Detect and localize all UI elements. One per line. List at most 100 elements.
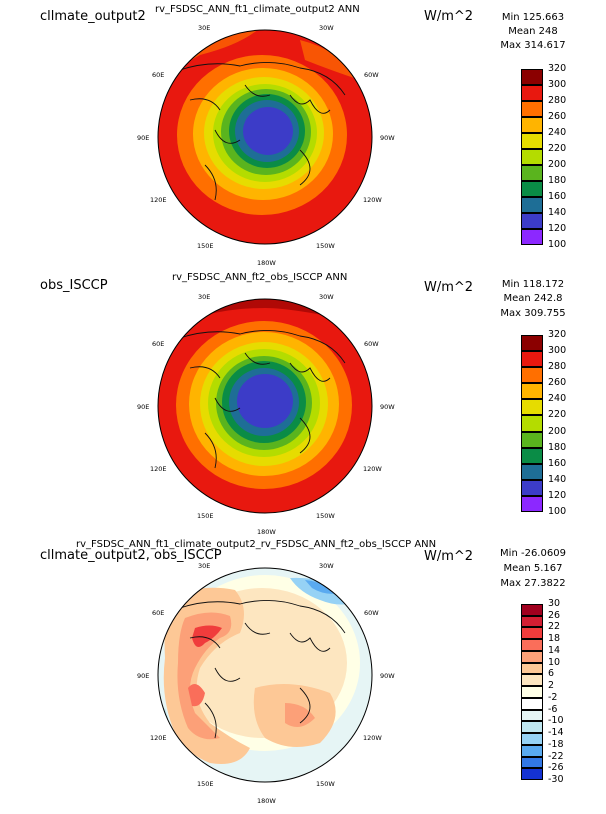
colorbar-segment [521, 367, 543, 384]
lon-label: 120W [363, 196, 382, 204]
lon-label: 30W [319, 562, 334, 570]
colorbar-tick-label: 240 [548, 393, 567, 405]
colorbar-tick-label: -18 [548, 738, 564, 750]
stat-min: Min 118.172 [501, 279, 565, 290]
colorbar-segment [521, 229, 543, 245]
colorbar [521, 335, 543, 512]
colorbar-tick-label: -26 [548, 762, 564, 774]
colorbar-segment [521, 149, 543, 165]
colorbar-tick-label: -10 [548, 715, 564, 727]
colorbar-tick-label: 14 [548, 644, 561, 656]
colorbar-segment [521, 447, 543, 464]
units-label: W/m^2 [424, 9, 474, 24]
stat-mean: Mean 5.167 [503, 563, 563, 574]
colorbar-tick-label: 180 [548, 441, 567, 453]
colorbar-tick-label: 18 [548, 633, 561, 645]
stat-max: Max 314.617 [500, 40, 566, 51]
lon-label: 120E [150, 734, 167, 742]
colorbar-segment [521, 101, 543, 117]
colorbar-tick-label: 120 [548, 223, 567, 234]
colorbar-tick-label: 100 [548, 239, 567, 250]
panel-2: obs_ISCCP rv_FSDSC_ANN_ft2_obs_ISCCP ANN… [0, 268, 606, 536]
colorbar-ticks: 320 300 280 260 240 220 200 180 160 140 120 100 [548, 329, 578, 517]
colorbar-tick-label: 200 [548, 159, 567, 170]
lon-label: 180W [257, 259, 276, 267]
lon-label: 150W [316, 242, 335, 250]
colorbar-segment [521, 604, 543, 616]
colorbar-tick-label: 280 [548, 361, 567, 373]
lon-label: 90W [380, 134, 395, 142]
panel-center-title: rv_FSDSC_ANN_ft2_obs_ISCCP ANN [172, 272, 348, 283]
lon-label: 30W [319, 24, 334, 32]
colorbar-segment [521, 639, 543, 651]
colorbar-tick-label: 180 [548, 175, 567, 186]
lon-label: 120W [363, 734, 382, 742]
lon-label: 90E [137, 134, 150, 142]
panel-center-title: rv_FSDSC_ANN_ft1_climate_output2 ANN [155, 4, 360, 15]
colorbar-segment [521, 650, 543, 663]
colorbar-tick-label: 140 [548, 473, 567, 485]
stat-min: Min -26.0609 [500, 548, 566, 559]
lon-label: 30E [198, 24, 211, 32]
colorbar-segment [521, 117, 543, 133]
lon-label: 60W [364, 340, 379, 348]
stat-mean: Mean 248 [508, 26, 558, 37]
lon-label: 30E [198, 293, 211, 301]
colorbar-segment [521, 495, 543, 512]
colorbar-tick-label: -14 [548, 727, 564, 739]
map-field [158, 30, 372, 244]
colorbar-tick-label: 30 [548, 598, 561, 609]
colorbar-tick-label: 120 [548, 489, 567, 501]
colorbar-segment [521, 627, 543, 640]
colorbar-segment [521, 733, 543, 745]
colorbar-segment [521, 615, 543, 628]
colorbar-segment [521, 721, 543, 734]
lon-label: 60E [152, 71, 165, 79]
colorbar-tick-label: 160 [548, 457, 567, 469]
colorbar-segment [521, 756, 543, 769]
colorbar-tick-label: 300 [548, 79, 567, 90]
colorbar-segment [521, 133, 543, 149]
colorbar-tick-label: 26 [548, 609, 561, 621]
colorbar [521, 604, 543, 780]
colorbar-tick-label: 220 [548, 409, 567, 421]
colorbar-tick-label: 220 [548, 143, 567, 154]
lon-label: 30E [198, 562, 211, 570]
colorbar [521, 69, 543, 245]
colorbar-ticks: 30 26 22 18 14 10 6 2 -2 -6 -10 -14 -18 -22 -26 -30 [548, 598, 582, 785]
colorbar-tick-label: 200 [548, 425, 567, 437]
polar-map [157, 29, 373, 245]
colorbar-tick-label: 22 [548, 621, 561, 633]
colorbar-segment [521, 662, 543, 675]
colorbar-tick-label: 320 [548, 329, 567, 340]
colorbar-tick-label: 300 [548, 345, 567, 357]
colorbar-tick-label: 160 [548, 191, 567, 202]
colorbar-tick-label: 320 [548, 63, 567, 74]
lon-label: 60W [364, 71, 379, 79]
lon-label: 30W [319, 293, 334, 301]
colorbar-segment [521, 399, 543, 416]
panel-left-title: cllmate_output2, obs_ISCCP [40, 548, 222, 563]
panel-1: cllmate_output2 rv_FSDSC_ANN_ft1_climate… [0, 0, 606, 267]
colorbar-tick-label: 10 [548, 656, 561, 668]
polar-map [157, 567, 373, 783]
colorbar-tick-label: 280 [548, 95, 567, 106]
colorbar-tick-label: 2 [548, 680, 555, 692]
lon-label: 120W [363, 465, 382, 473]
colorbar-tick-label: 140 [548, 207, 567, 218]
lon-label: 90E [137, 403, 150, 411]
units-label: W/m^2 [424, 549, 474, 564]
lon-label: 180W [257, 528, 276, 536]
lon-label: 90W [380, 403, 395, 411]
panel-center-title: rv_FSDSC_ANN_ft1_climate_output2_rv_FSDS… [76, 539, 437, 550]
colorbar-segment [521, 85, 543, 101]
lon-label: 60W [364, 609, 379, 617]
colorbar-tick-label: -30 [548, 774, 564, 785]
panel-left-title: obs_ISCCP [40, 278, 108, 293]
colorbar-segment [521, 463, 543, 480]
colorbar-segment [521, 686, 543, 698]
lon-label: 150E [197, 780, 214, 788]
lon-label: 150W [316, 512, 335, 520]
colorbar-segment [521, 768, 543, 780]
colorbar-segment [521, 479, 543, 496]
